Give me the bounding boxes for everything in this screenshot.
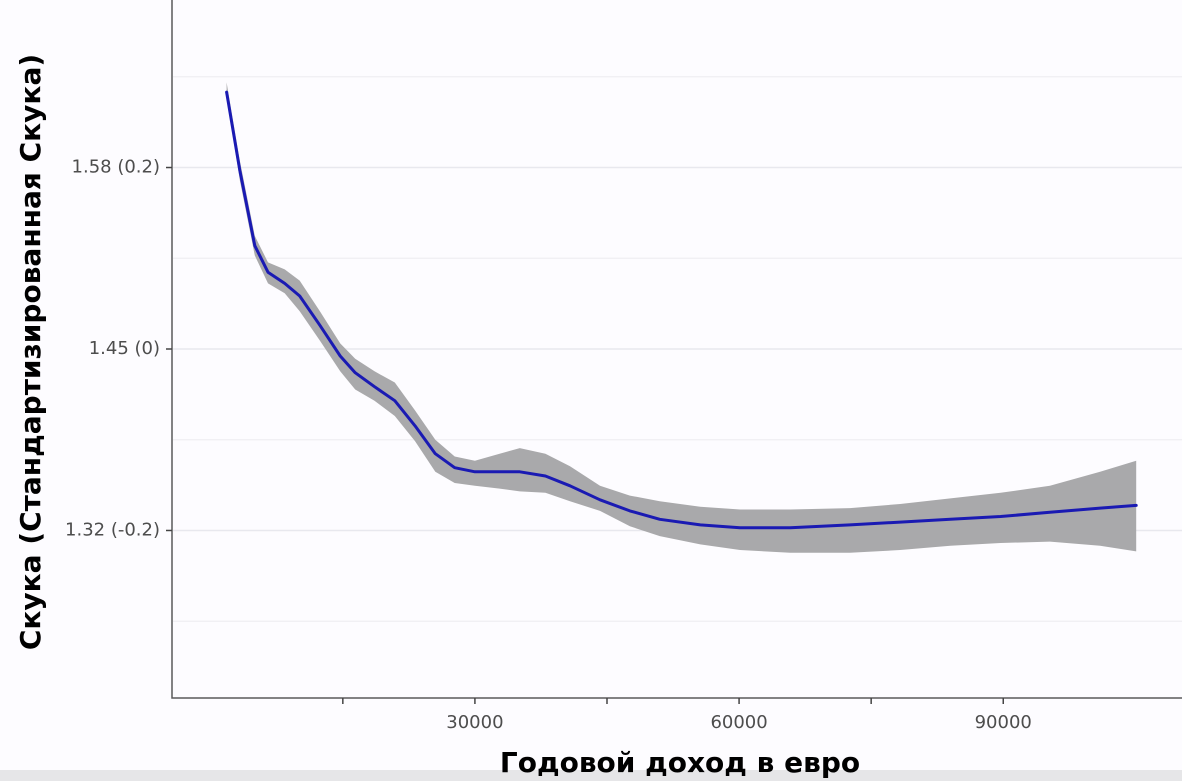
- x-tick-label: 90000: [975, 712, 1032, 733]
- x-tick-label: 60000: [710, 712, 767, 733]
- x-tick-label: 30000: [446, 712, 503, 733]
- confidence-band: [226, 82, 1137, 553]
- y-axis-title: Скука (Стандартизированная Скука): [14, 54, 47, 650]
- x-axis-title: Годовой доход в евро: [500, 746, 860, 779]
- y-tick-label: 1.58 (0.2): [72, 157, 160, 178]
- bottom-strip: [0, 770, 1182, 781]
- smooth-line: [225, 90, 1138, 530]
- plot-layer: 1.58 (0.2) 1.45 (0) 1.32 (-0.2) 30000 60000 9…: [65, 76, 1182, 733]
- y-tick-label: 1.45 (0): [89, 338, 160, 359]
- y-tick-label: 1.32 (-0.2): [65, 519, 160, 540]
